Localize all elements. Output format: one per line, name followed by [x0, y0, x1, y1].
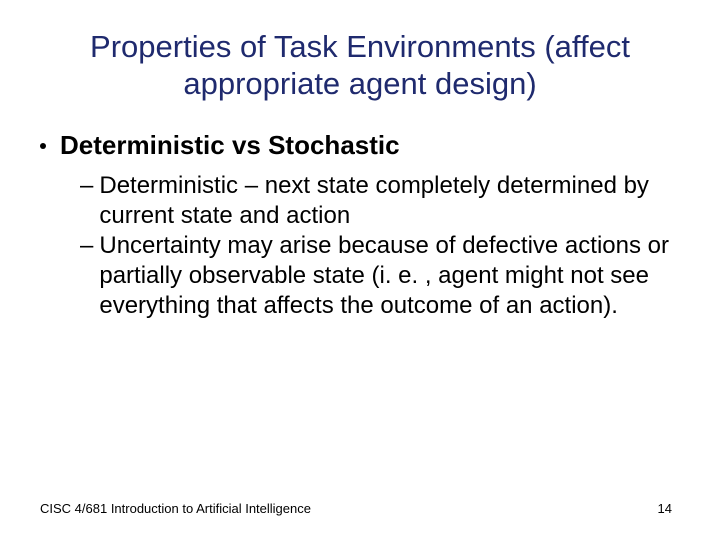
slide-title: Properties of Task Environments (affect … — [40, 28, 680, 102]
sub-bullet-text: Uncertainty may arise because of defecti… — [99, 231, 680, 321]
main-bullet: Deterministic vs Stochastic — [40, 130, 680, 161]
slide: Properties of Task Environments (affect … — [0, 0, 720, 540]
page-number: 14 — [658, 501, 672, 516]
sub-bullets: – Deterministic – next state completely … — [80, 171, 680, 321]
sub-bullet-text: Deterministic – next state completely de… — [99, 171, 680, 231]
main-bullet-text: Deterministic vs Stochastic — [60, 130, 400, 161]
dash-icon: – — [80, 171, 93, 201]
bullet-dot-icon — [40, 143, 46, 149]
sub-bullet-item: – Uncertainty may arise because of defec… — [80, 231, 680, 321]
sub-bullet-item: – Deterministic – next state completely … — [80, 171, 680, 231]
footer-course: CISC 4/681 Introduction to Artificial In… — [40, 501, 311, 516]
dash-icon: – — [80, 231, 93, 261]
